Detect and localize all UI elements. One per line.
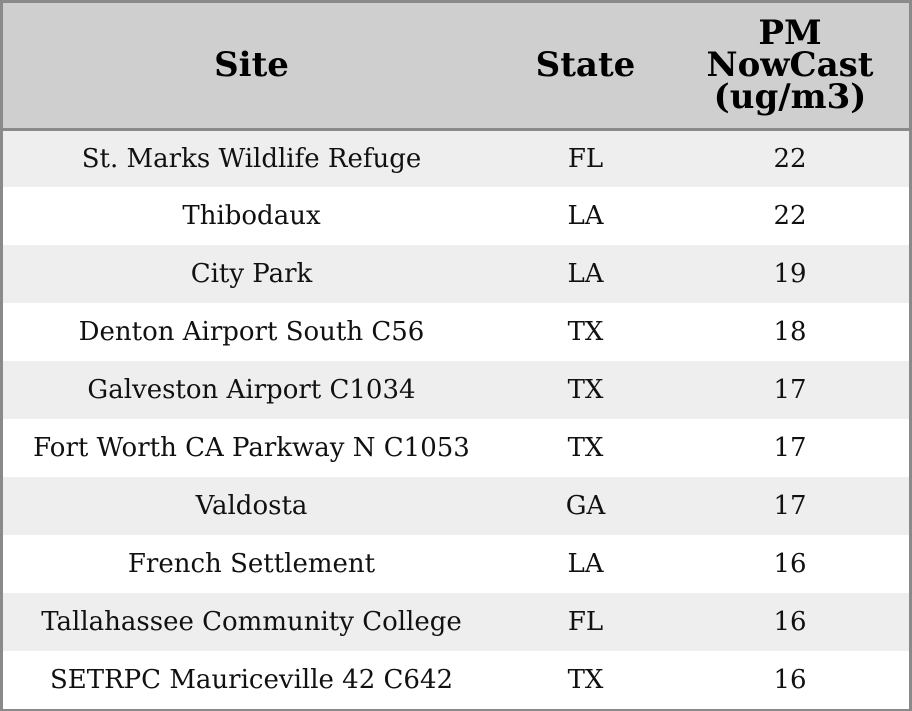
state-cell: TX (567, 665, 604, 695)
state-cell: FL (567, 143, 604, 174)
state-cell: LA (567, 201, 604, 231)
table-row: Valdosta GA 17 (3, 477, 909, 535)
site-cell: French Settlement (127, 549, 376, 579)
pm-value-cell: 17 (773, 375, 807, 405)
pm-value-cell: 16 (773, 665, 807, 695)
header-pm-line-2: NowCast (706, 45, 874, 86)
site-cell: Valdosta (195, 491, 308, 521)
table-row: Thibodaux LA 22 (3, 187, 909, 245)
site-cell: SETRPC Mauriceville 42 C642 (49, 665, 454, 695)
header-state: State (500, 3, 671, 131)
site-cell: Fort Worth CA Parkway N C1053 (33, 433, 470, 463)
state-cell: LA (567, 259, 604, 289)
site-cell: Denton Airport South C56 (78, 317, 425, 347)
pm-value-cell: 19 (773, 259, 807, 289)
header-pm-line-3: (ug/m3) (713, 77, 867, 118)
site-cell: City Park (190, 259, 313, 289)
header-pm-nowcast: PM NowCast (ug/m3) (671, 3, 909, 131)
table-row: City Park LA 19 (3, 245, 909, 303)
state-cell: GA (565, 491, 606, 521)
header-site: Site (3, 3, 500, 131)
table-row: French Settlement LA 16 (3, 535, 909, 593)
table-row: Galveston Airport C1034 TX 17 (3, 361, 909, 419)
table-body: St. Marks Wildlife Refuge FL 22 Thibodaux LA… (3, 129, 909, 709)
state-cell: FL (567, 607, 604, 637)
table-row: Fort Worth CA Parkway N C1053 TX 17 (3, 419, 909, 477)
site-cell: Thibodaux (182, 201, 321, 231)
pm-nowcast-table: Site State PM NowCast (ug/m3) St. Marks … (3, 3, 909, 709)
pm-value-cell: 17 (773, 491, 807, 521)
site-cell: Galveston Airport C1034 (87, 375, 416, 405)
pm-value-cell: 18 (773, 317, 807, 347)
site-cell: St. Marks Wildlife Refuge (81, 143, 422, 174)
table-row: St. Marks Wildlife Refuge FL 22 (3, 129, 909, 187)
table-row: SETRPC Mauriceville 42 C642 TX 16 (3, 651, 909, 709)
pm-value-cell: 17 (773, 433, 807, 463)
header-pm-line-1: PM (758, 13, 822, 54)
table-header: Site State PM NowCast (ug/m3) (3, 3, 909, 131)
site-cell: Tallahassee Community College (41, 607, 462, 637)
state-cell: LA (567, 549, 604, 579)
state-cell: TX (567, 317, 604, 347)
state-cell: TX (567, 433, 604, 463)
header-state-label: State (535, 45, 636, 86)
pm-value-cell: 22 (773, 201, 807, 231)
pm-value-cell: 16 (773, 549, 807, 579)
pm-value-cell: 16 (773, 607, 807, 637)
header-row: Site State PM NowCast (ug/m3) (3, 3, 909, 131)
pm-value-cell: 22 (773, 143, 807, 174)
table-row: Denton Airport South C56 TX 18 (3, 303, 909, 361)
table-row: Tallahassee Community College FL 16 (3, 593, 909, 651)
state-cell: TX (567, 375, 604, 405)
header-site-label: Site (214, 45, 289, 86)
